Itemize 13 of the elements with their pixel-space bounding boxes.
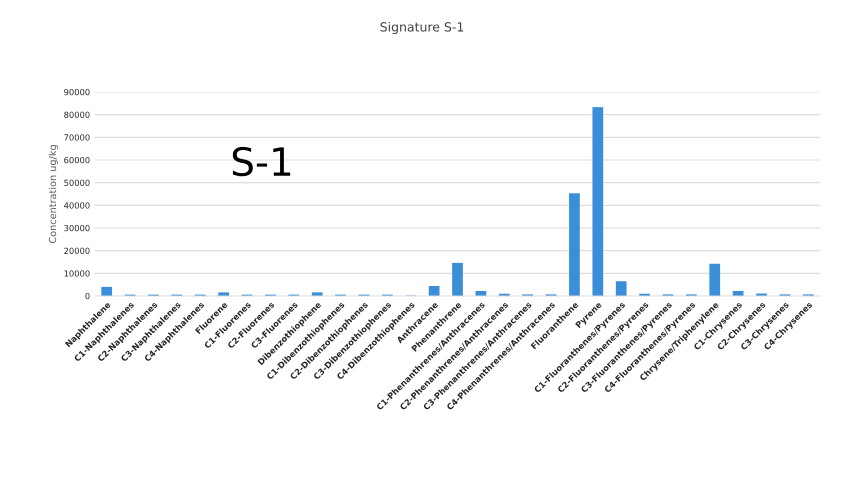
y-tick-label: 50000 <box>64 180 90 186</box>
y-tick-label: 70000 <box>64 134 90 141</box>
y-tick-label: 80000 <box>64 112 90 118</box>
y-axis-title: Concentration ug/kg <box>48 145 58 244</box>
y-tick-label: 20000 <box>64 248 90 254</box>
y-tick-label: 40000 <box>64 202 90 209</box>
chart-title: Signature S-1 <box>380 22 464 34</box>
y-tick-label: 90000 <box>64 88 90 96</box>
y-tick-label: 0 <box>85 292 90 300</box>
y-tick-label: 10000 <box>64 270 90 277</box>
annotation: S-1 <box>232 146 290 176</box>
y-tick-label: 60000 <box>64 156 90 164</box>
y-tick-label: 30000 <box>64 224 90 232</box>
